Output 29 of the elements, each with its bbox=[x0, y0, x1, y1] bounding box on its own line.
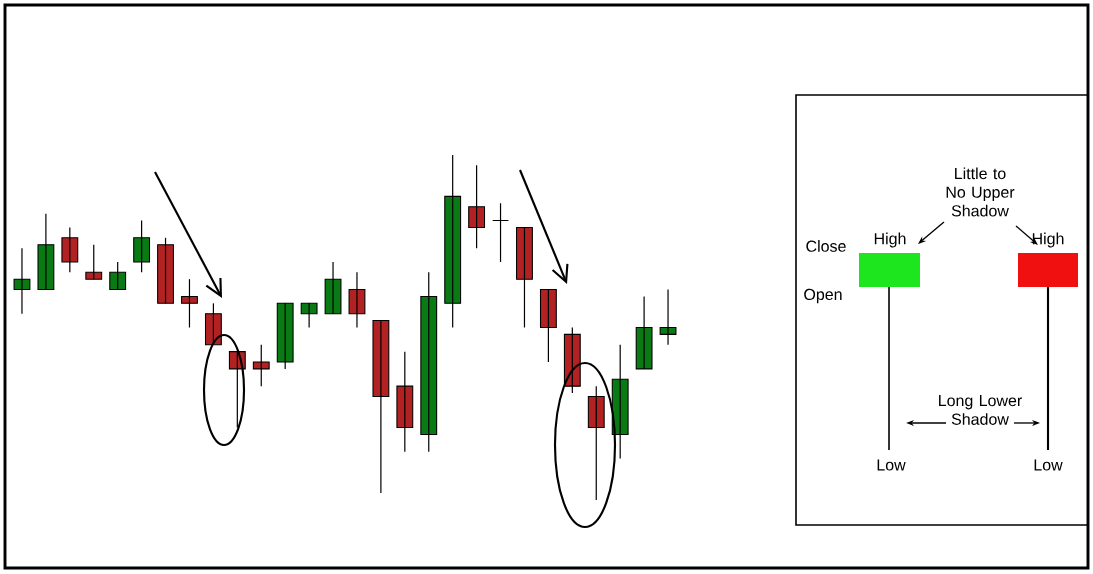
text: Long Lower Shadow bbox=[939, 395, 1022, 425]
candlestick bbox=[181, 278, 198, 329]
text: Low bbox=[877, 459, 906, 471]
candlestick bbox=[635, 295, 653, 370]
candlestick bbox=[276, 302, 294, 370]
candlestick bbox=[157, 237, 174, 304]
candlestick bbox=[252, 344, 270, 387]
candlestick bbox=[348, 271, 366, 329]
candlestick bbox=[444, 154, 462, 329]
candlestick bbox=[468, 164, 486, 249]
candlestick bbox=[396, 351, 414, 453]
text: Close bbox=[806, 240, 846, 252]
text: Low bbox=[1034, 459, 1063, 471]
text: High bbox=[1032, 232, 1064, 248]
candlestick bbox=[420, 271, 438, 453]
text: High bbox=[874, 232, 906, 248]
candlestick bbox=[659, 288, 677, 346]
candlestick bbox=[492, 202, 509, 263]
candlestick bbox=[85, 244, 103, 280]
candlestick bbox=[324, 261, 342, 315]
candlestick bbox=[516, 226, 533, 329]
candlestick bbox=[61, 226, 79, 273]
text: Little to No Upper Shadow bbox=[946, 167, 1015, 217]
candlestick bbox=[587, 385, 605, 501]
text: Open bbox=[804, 288, 842, 304]
candlestick bbox=[109, 261, 127, 291]
candlestick bbox=[133, 219, 151, 273]
candlestick bbox=[13, 247, 31, 315]
candlestick bbox=[539, 288, 557, 363]
